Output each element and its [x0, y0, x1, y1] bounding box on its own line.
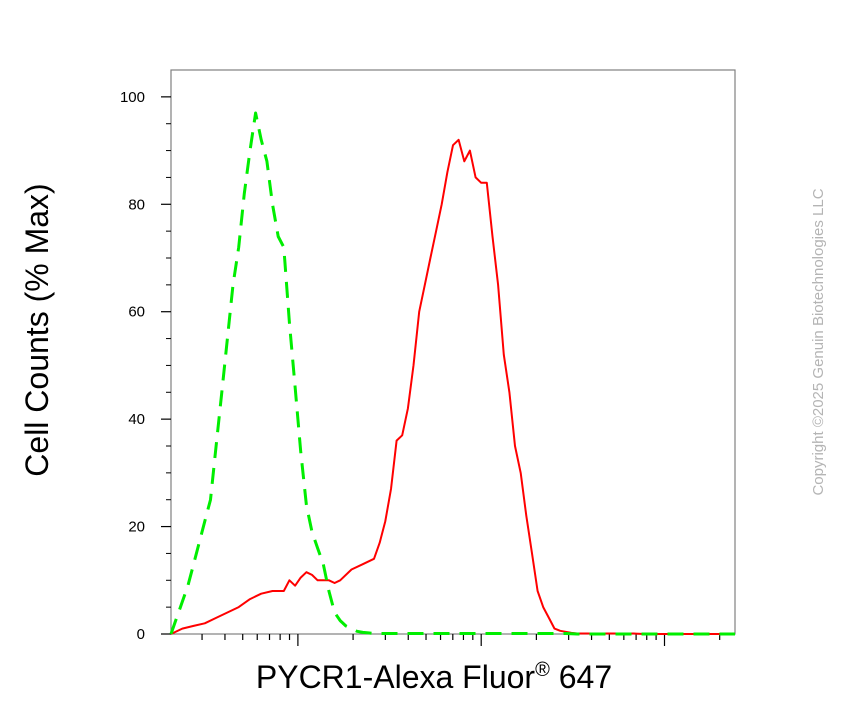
- series-layer: [169, 111, 735, 636]
- y-tick-label: 0: [137, 626, 145, 643]
- series-line-1: [170, 138, 735, 635]
- y-tick-label: 20: [128, 519, 145, 536]
- y-tick-label: 60: [128, 304, 145, 321]
- y-tick-label: 80: [128, 196, 145, 213]
- x-axis-title: PYCR1-Alexa Fluor® 647: [256, 659, 612, 695]
- copyright-text: Copyright ©2025 Genuin Biotechnologies L…: [810, 188, 827, 495]
- y-axis-title: Cell Counts (% Max): [19, 183, 55, 476]
- axes: 0 20 40 60 80 100: [120, 69, 736, 646]
- plot-frame: [170, 69, 736, 635]
- series-line-2: [169, 111, 735, 636]
- y-tick-label: 40: [128, 411, 145, 428]
- y-tick-label: 100: [120, 89, 145, 106]
